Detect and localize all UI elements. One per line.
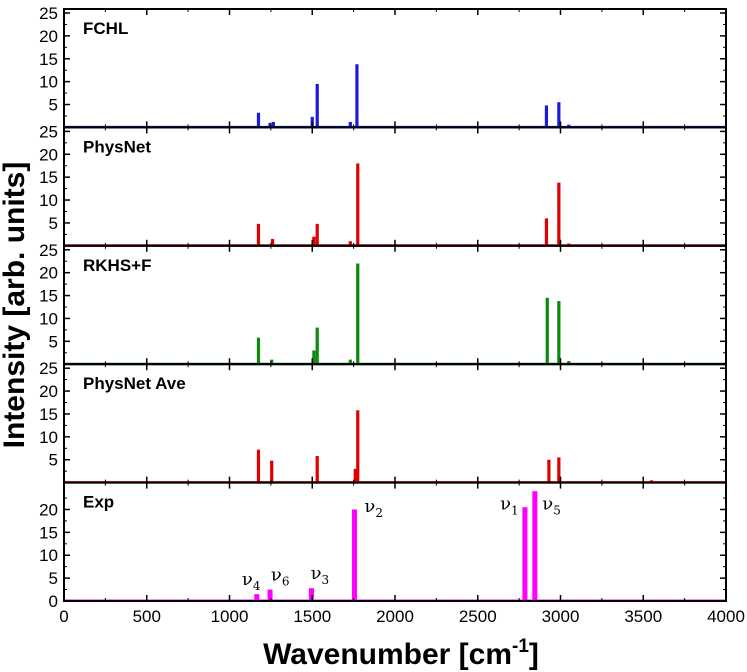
peak-bar: [315, 456, 319, 483]
peak-bar: [315, 327, 319, 365]
peak-bar: [567, 360, 571, 365]
peak-bar: [256, 223, 261, 246]
y-tick-label: 5: [49, 332, 58, 351]
panel-frame: [63, 126, 727, 247]
y-tick-label: 25: [39, 4, 58, 23]
y-tick-label: 5: [49, 96, 58, 115]
panel-frame: [63, 8, 727, 129]
peak-bar: [348, 241, 352, 246]
y-axis-title: Intensity [arb. units]: [0, 162, 31, 449]
peak-bar: [270, 238, 275, 246]
y-tick-label: 10: [39, 73, 58, 92]
y-tick-label: 15: [39, 405, 58, 424]
peak-bar: [268, 122, 272, 128]
peak-bar: [649, 480, 654, 483]
peak-bar: [351, 509, 357, 601]
y-tick-label: 10: [39, 191, 58, 210]
panel-name-label: RKHS+F: [83, 256, 151, 275]
x-tick-label: 2500: [459, 607, 497, 626]
y-tick-label: 5: [49, 214, 58, 233]
peak-bar: [557, 182, 561, 246]
peak-bar: [267, 589, 273, 601]
panel-physnet: 5 10 15 20 25 PhysNet: [39, 122, 727, 247]
y-tick-label: 15: [39, 50, 58, 69]
peak-bar: [544, 218, 549, 246]
x-tick-label: 1500: [293, 607, 331, 626]
panel-exp: 0 5 10 15 20 Exp ν4 ν6 ν3 ν2 ν1 ν5: [39, 481, 727, 611]
peak-bar: [270, 460, 274, 483]
peak-bar: [356, 263, 360, 365]
y-tick-label: 20: [39, 382, 58, 401]
peak-bar: [544, 105, 549, 128]
panel-frame: [63, 244, 727, 366]
peak-bar: [567, 243, 571, 246]
peak-bar: [315, 223, 319, 246]
peak-bar: [315, 83, 319, 128]
peak-bar: [312, 236, 316, 246]
x-tick-label: 3500: [624, 607, 662, 626]
y-tick-label: 20: [39, 145, 58, 164]
panel-name-label: Exp: [83, 493, 114, 512]
peak-bar: [355, 64, 359, 128]
y-tick-label: 15: [39, 523, 58, 542]
y-tick-label: 25: [39, 359, 58, 378]
peak-bar: [254, 594, 260, 601]
peak-bar: [270, 359, 274, 365]
peak-bar: [522, 507, 528, 601]
x-tick-label: 500: [133, 607, 161, 626]
panel-fchl: 5 10 15 20 25 FCHL: [39, 4, 727, 129]
peak-bar: [356, 410, 360, 483]
peak-bar: [557, 301, 561, 365]
peak-bar: [356, 163, 360, 246]
peak-bar: [308, 588, 314, 601]
peak-bar: [256, 449, 261, 483]
mode-annotation: ν4: [242, 569, 261, 593]
peak-bar: [256, 112, 261, 128]
mode-annotation: ν5: [542, 493, 561, 517]
y-tick-label: 20: [39, 500, 58, 519]
y-tick-label: 25: [39, 241, 58, 260]
y-tick-label: 20: [39, 27, 58, 46]
y-tick-label: 10: [39, 546, 58, 565]
x-axis-title: Wavenumber [cm-1]: [263, 636, 539, 671]
panel-physnet-ave: 5 10 15 20 25 PhysNet Ave: [39, 359, 727, 484]
panel-name-label: PhysNet Ave: [83, 374, 186, 393]
y-tick-label: 10: [39, 309, 58, 328]
peak-bar: [312, 350, 316, 365]
y-tick-label: 5: [49, 569, 58, 588]
x-tick-label: 1000: [211, 607, 249, 626]
mode-annotation: ν3: [311, 563, 330, 587]
panel-rkhs-f: 5 10 15 20 25 RKHS+F: [39, 241, 727, 366]
y-tick-label: 15: [39, 168, 58, 187]
mode-annotation: ν2: [364, 496, 383, 520]
x-tick-label: 2000: [376, 607, 414, 626]
y-tick-label: 5: [49, 451, 58, 470]
mode-annotation: ν6: [271, 564, 290, 588]
peak-bar: [557, 102, 561, 128]
y-tick-label: 15: [39, 287, 58, 306]
peak-bar: [547, 459, 551, 483]
mode-annotation: ν1: [500, 493, 519, 517]
x-tick-label: 0: [59, 607, 68, 626]
panel-frame: [63, 481, 727, 603]
peak-bar: [348, 121, 352, 128]
y-tick-label: 20: [39, 264, 58, 283]
panel-name-label: FCHL: [83, 19, 128, 38]
panel-name-label: PhysNet: [83, 137, 151, 156]
y-tick-label: 0: [49, 592, 58, 611]
y-tick-label: 25: [39, 122, 58, 141]
peak-bar: [567, 124, 571, 128]
peak-bar: [532, 491, 538, 601]
peak-bar: [545, 297, 549, 365]
peak-bar: [353, 468, 357, 483]
peak-bar: [256, 337, 261, 365]
peak-bar: [271, 121, 275, 128]
y-tick-label: 10: [39, 428, 58, 447]
x-tick-label: 3000: [542, 607, 580, 626]
x-tick-label: 4000: [707, 607, 745, 626]
peak-bar: [348, 359, 352, 365]
peak-bar: [557, 457, 561, 483]
